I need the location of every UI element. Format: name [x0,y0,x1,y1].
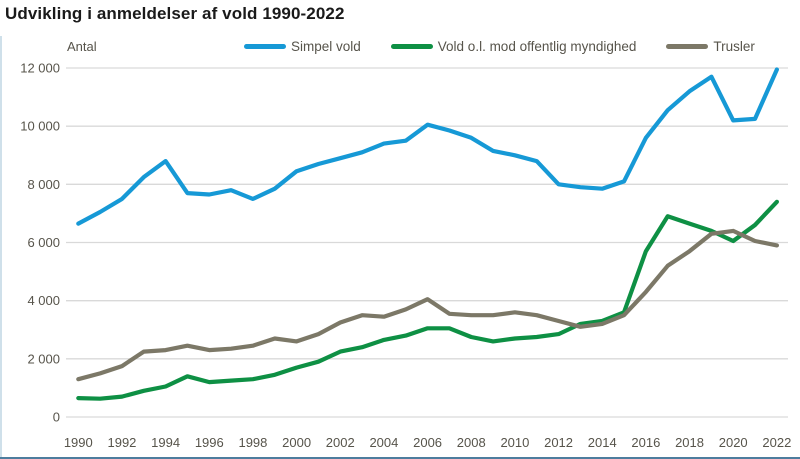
y-tick-label: 6 000 [27,235,60,250]
x-tick-label: 2022 [762,435,791,450]
x-tick-label: 2014 [588,435,617,450]
x-tick-label: 1992 [107,435,136,450]
chart-legend: Simpel vold Vold o.l. mod offentlig mynd… [244,39,755,54]
legend-label: Simpel vold [291,39,361,54]
page-bottom-border [0,457,800,459]
y-tick-label: 0 [53,410,60,425]
legend-item-simpel-vold: Simpel vold [244,39,361,54]
y-axis-unit-label: Antal [67,39,97,54]
legend-swatch-green [390,44,433,49]
y-axis-tick-labels: 0 2 000 4 000 6 000 8 000 10 000 12 000 [20,61,60,425]
x-tick-label: 2006 [413,435,442,450]
x-tick-label: 2002 [326,435,355,450]
legend-swatch-blue [244,44,286,49]
legend-swatch-gray [666,44,709,49]
x-tick-label: 2000 [282,435,311,450]
gridlines [66,67,788,418]
legend-label: Vold o.l. mod offentlig myndighed [437,39,637,54]
x-tick-label: 1996 [195,435,224,450]
x-axis-tick-labels: 1990 1992 1994 1996 1998 2000 2002 2004 2006 2008… [64,435,791,450]
x-tick-label: 2020 [719,435,748,450]
series-line-simpel-vold [76,67,780,226]
y-tick-label: 4 000 [27,293,60,308]
data-series-lines [76,67,780,401]
x-tick-label: 2016 [631,435,660,450]
legend-item-trusler: Trusler [666,39,755,54]
x-tick-label: 2010 [500,435,529,450]
x-tick-label: 1994 [151,435,180,450]
y-tick-label: 8 000 [27,177,60,192]
y-tick-label: 10 000 [20,119,60,134]
x-tick-label: 2012 [544,435,573,450]
x-tick-label: 2018 [675,435,704,450]
page-title: Udvikling i anmeldelser af vold 1990-202… [5,4,345,23]
legend-item-vold-mod-myndighed: Vold o.l. mod offentlig myndighed [390,39,637,54]
y-tick-label: 2 000 [27,351,60,366]
legend-label: Trusler [713,39,755,54]
series-line-trusler [76,228,780,382]
x-tick-label: 2004 [369,435,398,450]
x-tick-label: 1990 [64,435,93,450]
x-tick-label: 1998 [238,435,267,450]
x-tick-label: 2008 [457,435,486,450]
y-tick-label: 12 000 [20,61,60,76]
series-line-vold-o-l-mod-offentlig-myndighed [76,199,780,401]
page-left-border [0,36,2,457]
